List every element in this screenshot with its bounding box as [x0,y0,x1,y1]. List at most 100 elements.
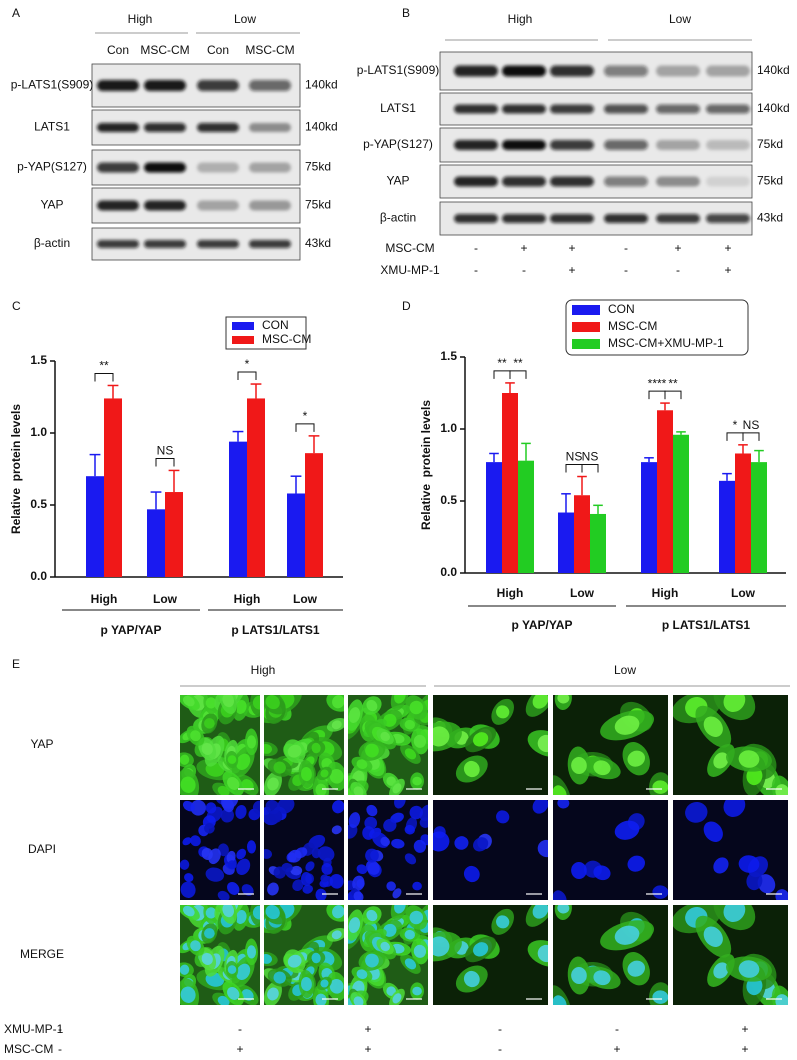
nucleus [353,996,364,1005]
micrograph [433,800,548,900]
row-label: p-LATS1(S909) [11,78,93,92]
error-bar [754,449,764,463]
nucleus [571,756,587,775]
nucleus [413,734,427,748]
nucleus [571,966,587,985]
legend-label: CON [262,318,289,332]
nucleus [301,767,312,782]
treatment-sign: + [236,1042,243,1056]
bracket [94,372,114,382]
band [97,200,139,211]
nucleus [738,750,760,768]
nucleus [627,855,645,872]
band [502,65,546,77]
nucleus [404,853,417,865]
legend-box [565,299,749,356]
nucleus [356,969,368,980]
treatment-sign: - [58,1022,62,1036]
band [656,65,700,77]
nucleus [241,989,254,1001]
band [706,214,750,223]
y-tick-label: 0.5 [30,497,47,511]
micrograph [433,905,548,1005]
significance-label: NS [582,450,599,464]
band [249,240,291,248]
treatment-sign: + [724,263,731,277]
nucleus [273,971,286,984]
micrograph [673,905,788,1005]
micrograph [673,695,788,795]
nucleus [537,839,548,858]
significance-label: NS [743,418,760,432]
nucleus [473,732,489,747]
nucleus [264,848,273,859]
band [144,80,186,91]
nucleus [386,986,396,996]
nucleus [652,885,668,899]
nucleus [311,742,321,754]
nucleus [217,995,230,1005]
y-tick-label: 1.0 [440,421,457,435]
nucleus [433,936,450,957]
nucleus [353,891,364,900]
nucleus [302,884,313,894]
nucleus [246,945,257,959]
error-bar [521,442,531,461]
nucleus [557,695,570,704]
band [454,104,498,114]
nucleus [496,915,510,929]
nucleus [182,905,195,917]
band [97,240,139,248]
nucleus [301,977,312,992]
nucleus [329,978,344,994]
error-bar [308,435,320,454]
x-tick-label: Low [153,592,178,606]
treatment-sign: - [615,1022,619,1036]
row-label: LATS1 [380,101,416,115]
bar [305,453,323,577]
error-bar [676,431,686,435]
error-bar [150,491,162,510]
nucleus [236,963,251,980]
nucleus [205,867,225,882]
row-label: DAPI [28,842,56,856]
lane-label: Con [207,43,229,57]
nucleus [320,769,329,778]
error-bar [505,382,515,393]
micrograph [264,905,344,1005]
nucleus [380,731,390,742]
nucleus [627,960,645,977]
treatment-sign: + [724,241,731,255]
significance-bracket [509,370,527,379]
nucleus [391,838,405,849]
band [197,200,239,211]
nucleus [413,839,427,853]
band [656,176,700,187]
nucleus [277,800,295,814]
band [144,200,186,211]
band [604,104,648,114]
x-tick-label: High [652,586,679,600]
size-label: 140kd [757,101,790,115]
group-header: Low [234,12,256,26]
nucleus [264,743,273,754]
nucleus [713,962,729,979]
bar [287,493,305,577]
bar [641,462,657,573]
size-label: 75kd [305,160,331,174]
treatment-label: MSC-CM [4,1042,53,1056]
band [656,214,700,223]
nucleus [365,860,380,875]
nucleus [394,905,406,914]
micrograph [553,905,668,1005]
nucleus [227,755,237,764]
nucleus [220,808,234,823]
nucleus [267,777,279,791]
group-header: Low [614,663,636,677]
band [604,214,648,223]
nucleus [553,785,567,795]
nucleus [723,800,746,817]
nucleus [273,761,286,774]
band [249,200,291,211]
